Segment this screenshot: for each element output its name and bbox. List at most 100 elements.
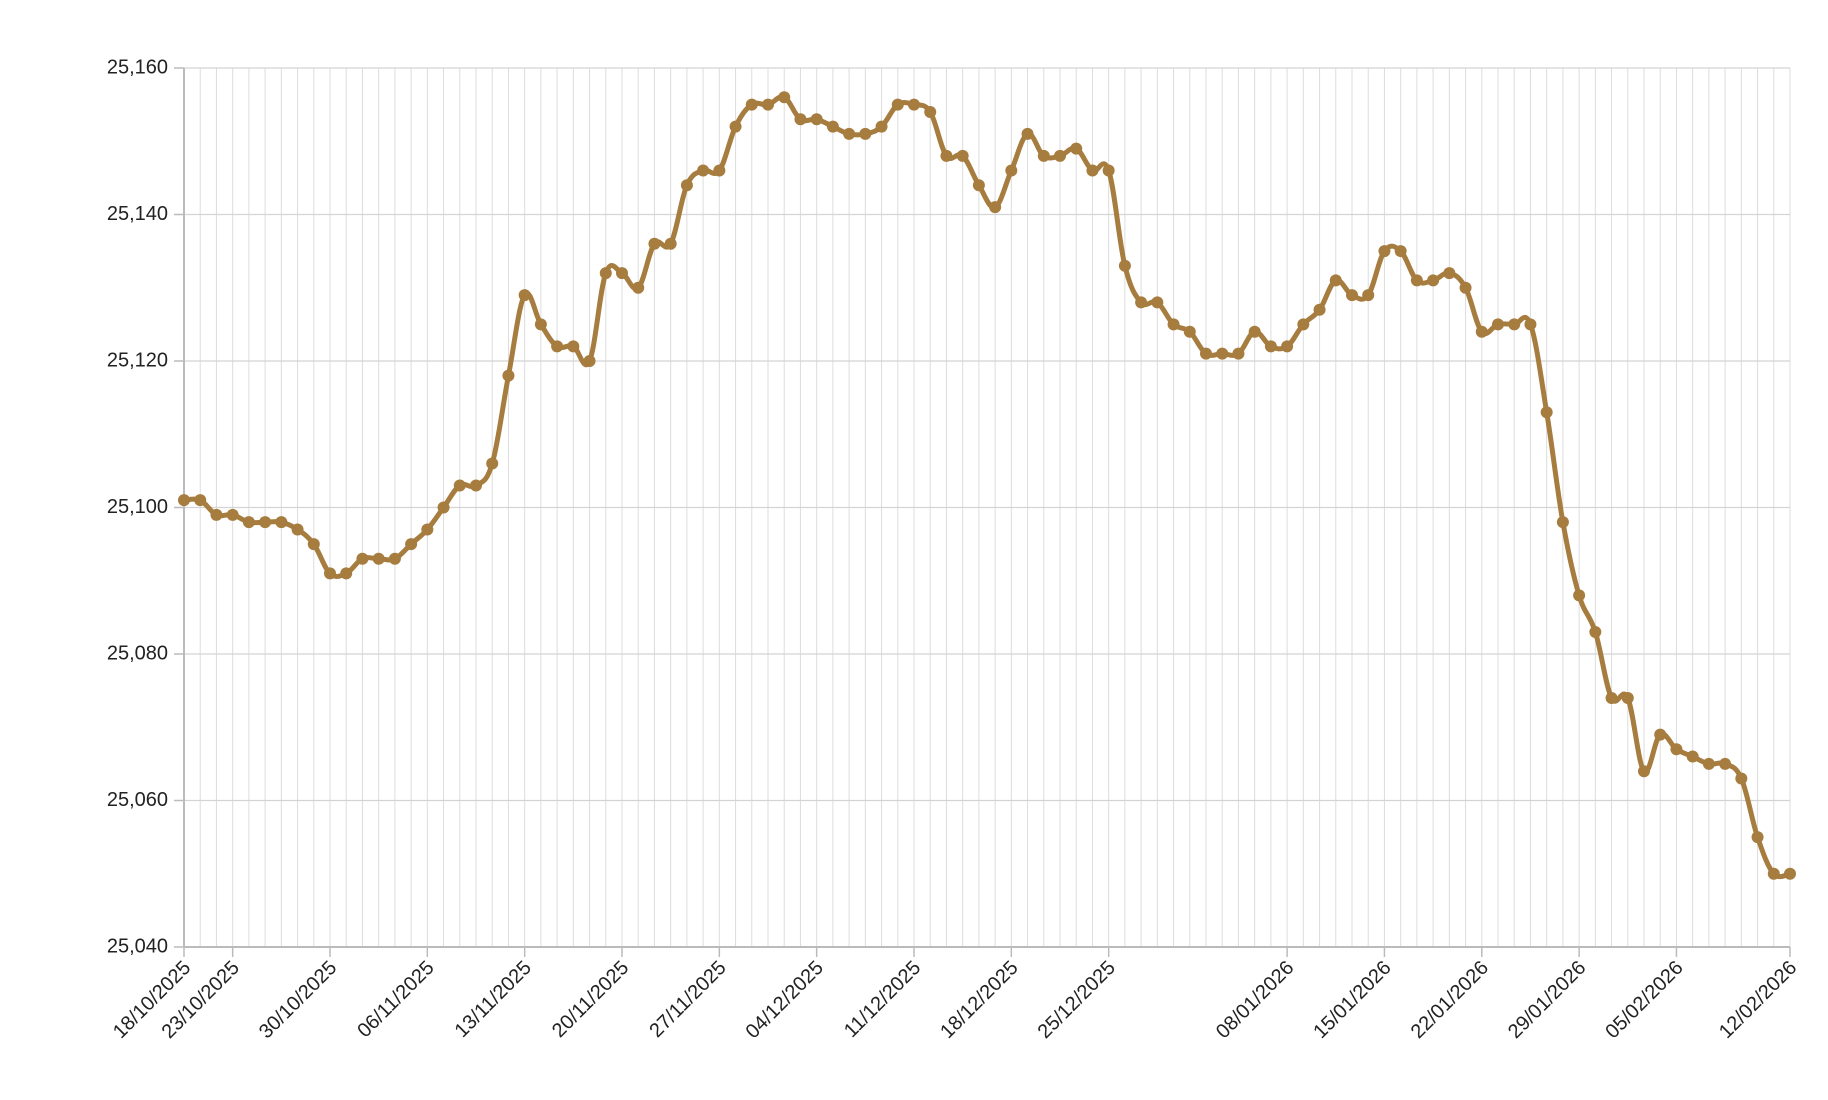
point xyxy=(1394,245,1407,258)
point xyxy=(891,98,904,111)
point xyxy=(1784,867,1796,880)
point xyxy=(453,479,466,492)
x-tick-label: 11/12/2025 xyxy=(840,957,925,1042)
point xyxy=(275,516,288,529)
point xyxy=(340,567,353,580)
point xyxy=(1086,164,1099,177)
x-tick-label: 29/01/2026 xyxy=(1504,957,1590,1043)
point xyxy=(1151,296,1164,309)
point xyxy=(1264,340,1277,353)
point xyxy=(307,538,320,551)
y-tick-label: 25,120 xyxy=(107,349,168,371)
point xyxy=(405,538,418,551)
x-tick-label: 06/11/2025 xyxy=(353,957,438,1042)
point xyxy=(729,120,742,133)
point xyxy=(1329,274,1342,287)
y-tick-label: 25,080 xyxy=(107,642,168,664)
point xyxy=(534,318,547,331)
point xyxy=(437,501,450,514)
x-tick-label: 18/12/2025 xyxy=(936,957,1022,1043)
point xyxy=(291,523,304,536)
point xyxy=(713,164,726,177)
y-tick-label: 25,100 xyxy=(107,496,168,518)
point xyxy=(745,98,758,111)
point xyxy=(1118,259,1131,272)
point xyxy=(259,516,272,529)
point xyxy=(1281,340,1294,353)
point xyxy=(1102,164,1115,177)
point xyxy=(794,113,807,126)
point xyxy=(1410,274,1423,287)
point xyxy=(664,237,677,250)
point xyxy=(908,98,920,111)
point xyxy=(1540,406,1553,419)
point xyxy=(1621,691,1634,704)
x-tick-label: 05/02/2026 xyxy=(1601,957,1687,1043)
point xyxy=(1183,325,1196,338)
point xyxy=(1654,728,1667,741)
point xyxy=(518,289,531,302)
point xyxy=(1167,318,1180,331)
point xyxy=(940,149,953,162)
point xyxy=(1670,743,1683,756)
point xyxy=(680,179,693,192)
point xyxy=(1638,765,1650,778)
x-tick-label: 12/02/2026 xyxy=(1715,957,1801,1043)
point xyxy=(421,523,434,536)
x-tick-label: 13/11/2025 xyxy=(451,957,536,1042)
point xyxy=(1735,772,1748,785)
point xyxy=(1443,267,1456,280)
point xyxy=(194,494,207,507)
point xyxy=(697,164,710,177)
point xyxy=(1362,289,1375,302)
x-tick-label: 08/01/2026 xyxy=(1212,957,1298,1043)
point xyxy=(1686,750,1699,763)
x-tick-label: 20/11/2025 xyxy=(548,957,633,1042)
point xyxy=(470,479,482,492)
point xyxy=(875,120,888,133)
point xyxy=(1216,347,1229,360)
point xyxy=(1070,142,1083,155)
point xyxy=(1589,626,1602,639)
point xyxy=(502,369,515,382)
series-line xyxy=(183,94,1791,880)
x-tick-label: 30/10/2025 xyxy=(255,957,341,1043)
point xyxy=(1719,757,1732,770)
point xyxy=(1459,281,1472,294)
point xyxy=(1021,127,1034,140)
point xyxy=(1605,691,1618,704)
y-tick-label: 25,160 xyxy=(107,56,168,78)
point xyxy=(1573,589,1586,602)
point xyxy=(859,127,872,140)
point xyxy=(956,149,969,162)
point xyxy=(1037,149,1050,162)
point xyxy=(632,281,645,294)
point xyxy=(178,494,190,507)
point xyxy=(826,120,839,133)
point xyxy=(762,98,774,111)
point xyxy=(843,127,856,140)
point xyxy=(972,179,985,192)
point xyxy=(1346,289,1358,302)
point xyxy=(551,340,564,353)
point xyxy=(210,508,223,521)
x-tick-label: 04/12/2025 xyxy=(742,957,828,1043)
point xyxy=(1248,325,1261,338)
point xyxy=(648,237,661,250)
x-tick-label: 27/11/2025 xyxy=(645,957,730,1042)
point xyxy=(1200,347,1212,360)
point xyxy=(1475,325,1488,338)
point xyxy=(924,105,937,118)
point xyxy=(778,91,791,104)
point xyxy=(1508,318,1521,331)
point xyxy=(1297,318,1310,331)
x-tick-label: 15/01/2026 xyxy=(1309,957,1395,1043)
point xyxy=(226,508,239,521)
point xyxy=(1054,149,1066,162)
point xyxy=(1492,318,1504,331)
point xyxy=(486,457,499,470)
point xyxy=(1751,831,1764,844)
point xyxy=(989,201,1002,214)
point xyxy=(242,516,255,529)
